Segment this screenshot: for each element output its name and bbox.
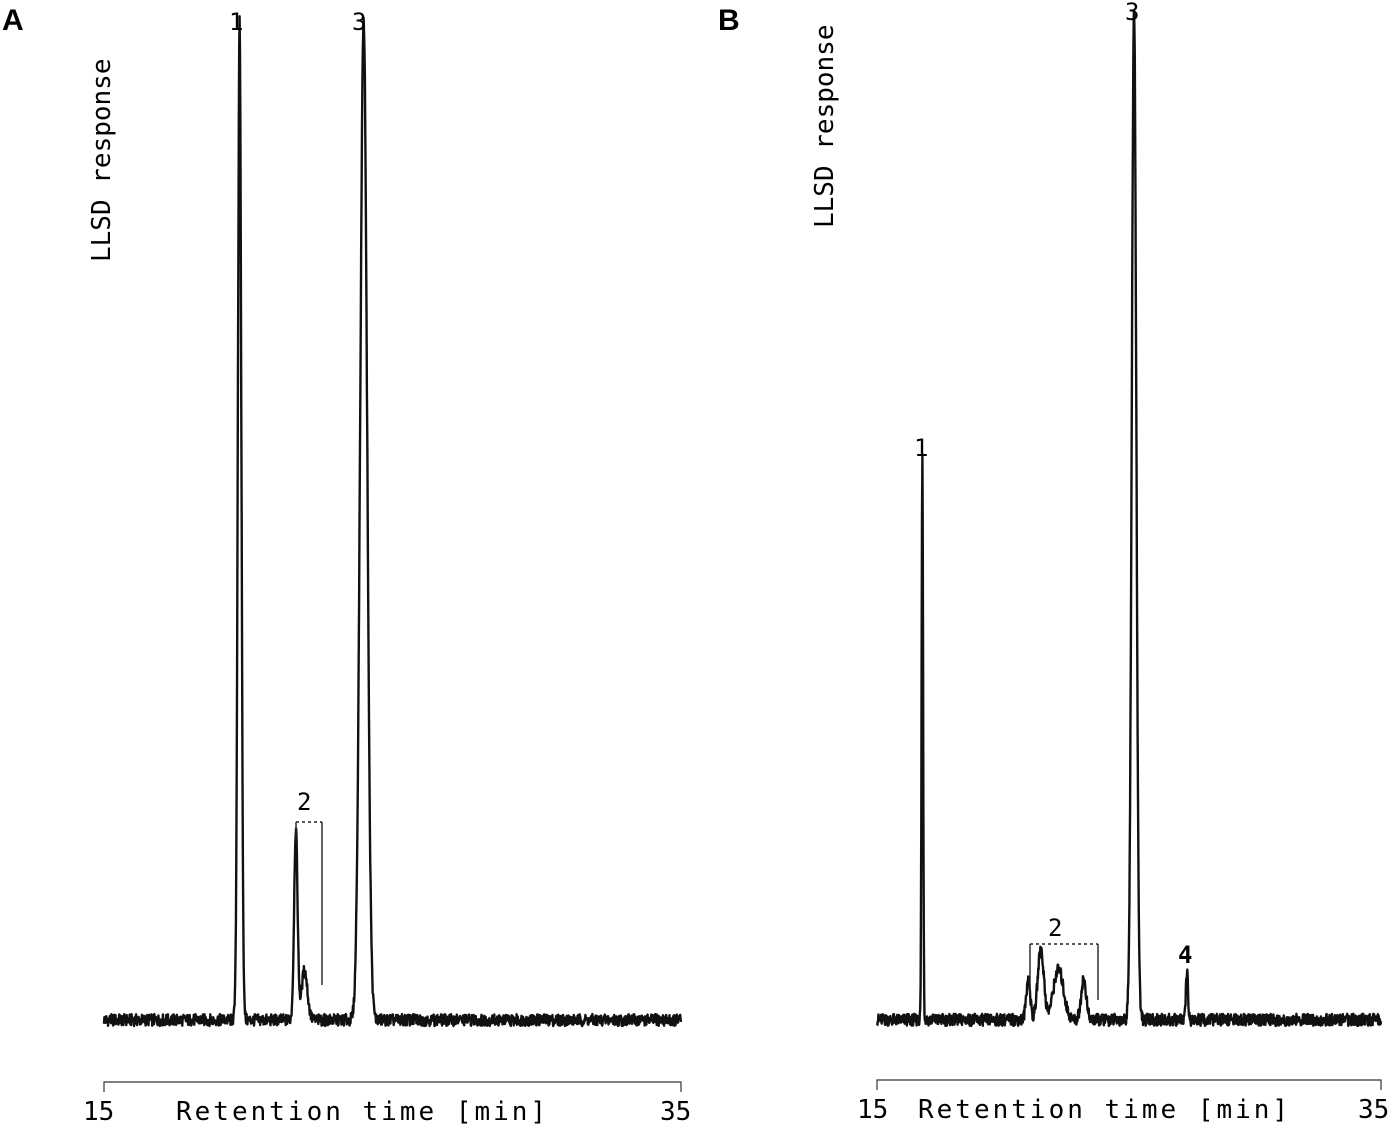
panel-b-x-axis: 15 Retention time [min] 35 (857, 1079, 1389, 1124)
panel-b-peak-2-bracket-sides (1029, 944, 1099, 1000)
panel-b-peak-label-3: 3 (1125, 0, 1139, 26)
panel-b-peak-labels: 1 2 3 4 (914, 0, 1192, 1000)
panel-b-x-axis-line (876, 1079, 1382, 1090)
panel-b-peak-label-1: 1 (914, 434, 928, 462)
panel-a-x-axis: 15 Retention time [min] 35 (83, 1081, 691, 1124)
panel-b-y-axis-label: LLSD response (810, 25, 840, 229)
panel-a: A LLSD response 15 Retention time [min] … (2, 4, 691, 1124)
panel-a-y-axis-label: LLSD response (87, 59, 117, 263)
panel-a-peak-label-2: 2 (297, 788, 311, 816)
panel-b-peak-label-2: 2 (1048, 914, 1062, 942)
panel-a-letter: A (2, 4, 24, 37)
panel-b-letter: B (718, 4, 740, 37)
panel-b-trace (876, 8, 1383, 1028)
panel-a-x-axis-line (103, 1081, 682, 1092)
panel-b-x-tick-start: 15 (857, 1095, 888, 1124)
panel-a-x-axis-label: Retention time [min] (176, 1097, 549, 1124)
panel-b-peak-label-4: 4 (1178, 941, 1192, 969)
panel-b: B LLSD response 15 Retention time [min] … (718, 0, 1389, 1124)
panel-a-peak-2-bracket-sides (295, 822, 323, 985)
panel-b-x-tick-end: 35 (1358, 1095, 1389, 1124)
panel-a-peak-label-3: 3 (352, 8, 366, 36)
panel-a-x-tick-end: 35 (660, 1097, 691, 1124)
panel-a-x-tick-start: 15 (83, 1097, 114, 1124)
panel-a-peak-labels: 1 2 3 (229, 8, 366, 985)
panel-a-trace (102, 15, 683, 1028)
panel-b-x-axis-label: Retention time [min] (918, 1095, 1291, 1124)
panel-a-peak-label-1: 1 (229, 8, 243, 36)
